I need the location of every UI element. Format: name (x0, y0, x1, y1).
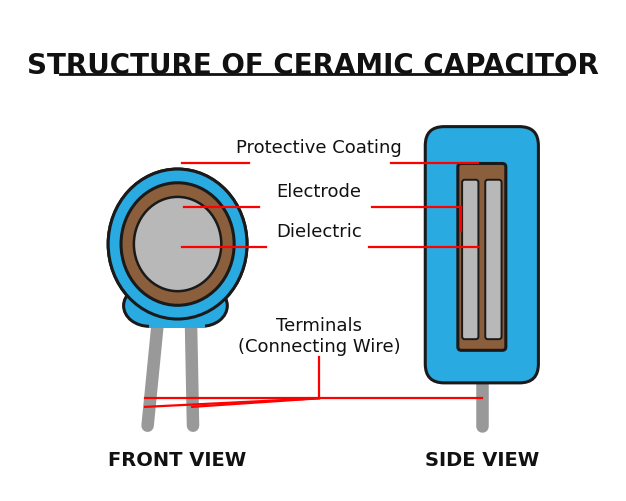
Text: SIDE VIEW: SIDE VIEW (424, 451, 539, 470)
Text: Dielectric: Dielectric (276, 222, 362, 240)
Bar (150, 306, 205, 328)
Ellipse shape (134, 197, 222, 291)
Text: Terminals
(Connecting Wire): Terminals (Connecting Wire) (238, 317, 400, 356)
FancyBboxPatch shape (485, 180, 501, 339)
Ellipse shape (123, 285, 175, 326)
Ellipse shape (108, 169, 247, 319)
FancyBboxPatch shape (425, 127, 538, 383)
FancyBboxPatch shape (462, 180, 478, 339)
Ellipse shape (176, 285, 227, 326)
Ellipse shape (121, 183, 234, 305)
Ellipse shape (134, 197, 222, 291)
Text: STRUCTURE OF CERAMIC CAPACITOR: STRUCTURE OF CERAMIC CAPACITOR (27, 52, 599, 80)
Text: Electrode: Electrode (277, 183, 361, 201)
FancyBboxPatch shape (458, 163, 506, 350)
Ellipse shape (121, 183, 234, 305)
Ellipse shape (108, 169, 247, 319)
Text: Protective Coating: Protective Coating (236, 139, 402, 157)
Text: FRONT VIEW: FRONT VIEW (108, 451, 247, 470)
